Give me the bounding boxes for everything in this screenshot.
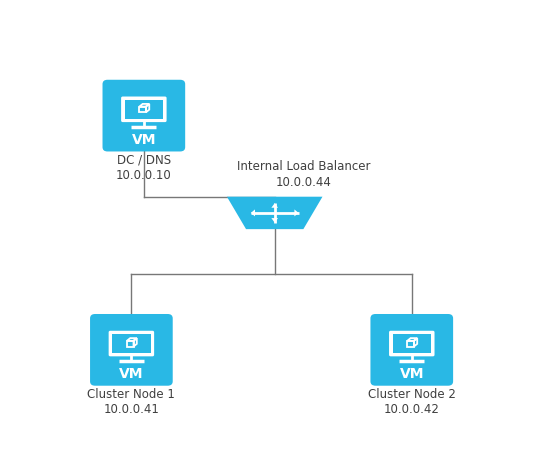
FancyBboxPatch shape [109,331,154,356]
FancyBboxPatch shape [124,100,163,119]
Text: Cluster Node 2: Cluster Node 2 [368,388,456,401]
Polygon shape [271,203,278,208]
Polygon shape [271,218,278,223]
Text: VM: VM [399,367,424,381]
Polygon shape [294,210,299,216]
Polygon shape [251,210,255,216]
FancyBboxPatch shape [389,331,435,356]
FancyBboxPatch shape [370,314,453,386]
Polygon shape [227,197,323,229]
FancyBboxPatch shape [90,314,173,386]
Text: Internal Load Balancer: Internal Load Balancer [237,160,370,173]
Text: 10.0.0.41: 10.0.0.41 [103,403,159,416]
Text: DC / DNS: DC / DNS [117,154,171,167]
FancyBboxPatch shape [121,96,167,122]
Text: Cluster Node 1: Cluster Node 1 [87,388,175,401]
Text: 10.0.0.44: 10.0.0.44 [276,176,332,190]
Text: 10.0.0.42: 10.0.0.42 [384,403,440,416]
FancyBboxPatch shape [102,80,185,152]
FancyBboxPatch shape [112,334,151,353]
Text: 10.0.0.10: 10.0.0.10 [116,169,172,182]
FancyBboxPatch shape [392,334,431,353]
Text: VM: VM [132,132,156,146]
Text: VM: VM [119,367,144,381]
